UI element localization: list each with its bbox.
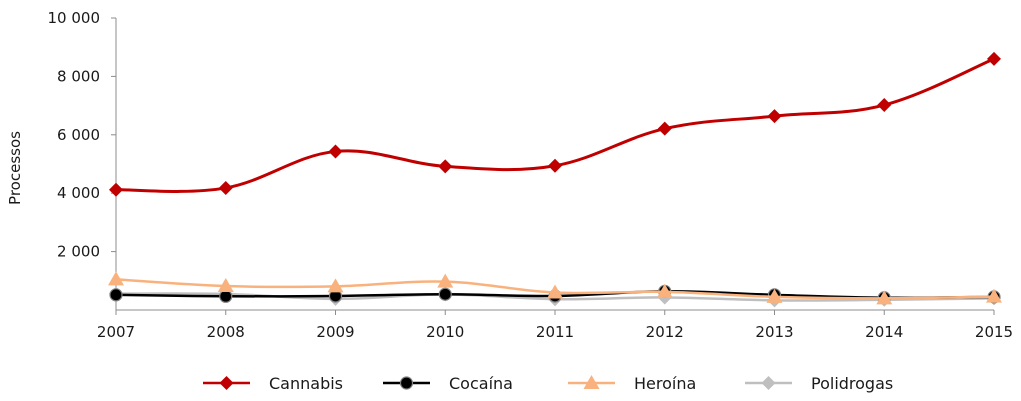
legend-marker xyxy=(583,375,600,389)
series-heroína xyxy=(108,271,1002,305)
data-point xyxy=(877,98,892,113)
data-point xyxy=(656,283,673,298)
data-point xyxy=(217,278,234,293)
data-point xyxy=(218,180,233,195)
data-point xyxy=(108,271,124,286)
x-tick-label: 2015 xyxy=(975,323,1013,341)
data-point xyxy=(876,290,893,305)
x-tick-label: 2008 xyxy=(207,323,245,341)
data-point xyxy=(657,121,672,136)
legend-label: Heroína xyxy=(634,374,696,393)
legend-marker xyxy=(219,376,234,390)
legend-label: Cannabis xyxy=(269,374,343,393)
legend-marker xyxy=(399,376,414,390)
series-group xyxy=(108,51,1002,308)
legend-item: Cocaína xyxy=(383,374,513,393)
x-tick-label: 2011 xyxy=(536,323,574,341)
legend-item: Heroína xyxy=(568,374,696,393)
data-point xyxy=(219,289,233,303)
data-point xyxy=(438,159,453,174)
x-tick-label: 2010 xyxy=(426,323,464,341)
data-point xyxy=(437,273,454,288)
y-tick-label: 2 000 xyxy=(57,243,100,261)
legend: Cannabis Cocaína Heroína Polidrogas xyxy=(203,374,893,393)
y-tick-label: 6 000 xyxy=(57,126,100,144)
legend-item: Cannabis xyxy=(203,374,343,393)
data-point xyxy=(438,287,452,301)
x-tick-label: 2007 xyxy=(97,323,135,341)
data-point xyxy=(109,288,123,302)
data-point xyxy=(987,51,1001,66)
x-tick-label: 2013 xyxy=(755,323,793,341)
data-point xyxy=(766,288,783,303)
series-cannabis xyxy=(109,51,1001,197)
y-tick-label: 8 000 xyxy=(57,67,100,85)
x-tick-label: 2009 xyxy=(316,323,354,341)
legend-label: Cocaína xyxy=(449,374,513,393)
y-tick-label: 10 000 xyxy=(48,9,101,27)
x-tick-label: 2012 xyxy=(646,323,684,341)
data-point xyxy=(327,278,344,293)
y-axis: 2 000 4 000 6 000 8 000 10 000 xyxy=(48,9,117,310)
legend-marker xyxy=(761,376,776,390)
legend-label: Polidrogas xyxy=(811,374,893,393)
data-point xyxy=(767,109,782,124)
data-point xyxy=(548,158,562,173)
data-point xyxy=(328,144,343,159)
data-point xyxy=(986,288,1002,303)
legend-item: Polidrogas xyxy=(745,374,893,393)
x-tick-label: 2014 xyxy=(865,323,903,341)
data-point xyxy=(109,182,123,197)
y-axis-label: Processos xyxy=(6,131,24,205)
x-axis: 2007 2008 2009 2010 2011 2012 2013 2014 2015 xyxy=(97,309,1013,341)
data-point xyxy=(547,284,563,299)
y-tick-label: 4 000 xyxy=(57,184,100,202)
